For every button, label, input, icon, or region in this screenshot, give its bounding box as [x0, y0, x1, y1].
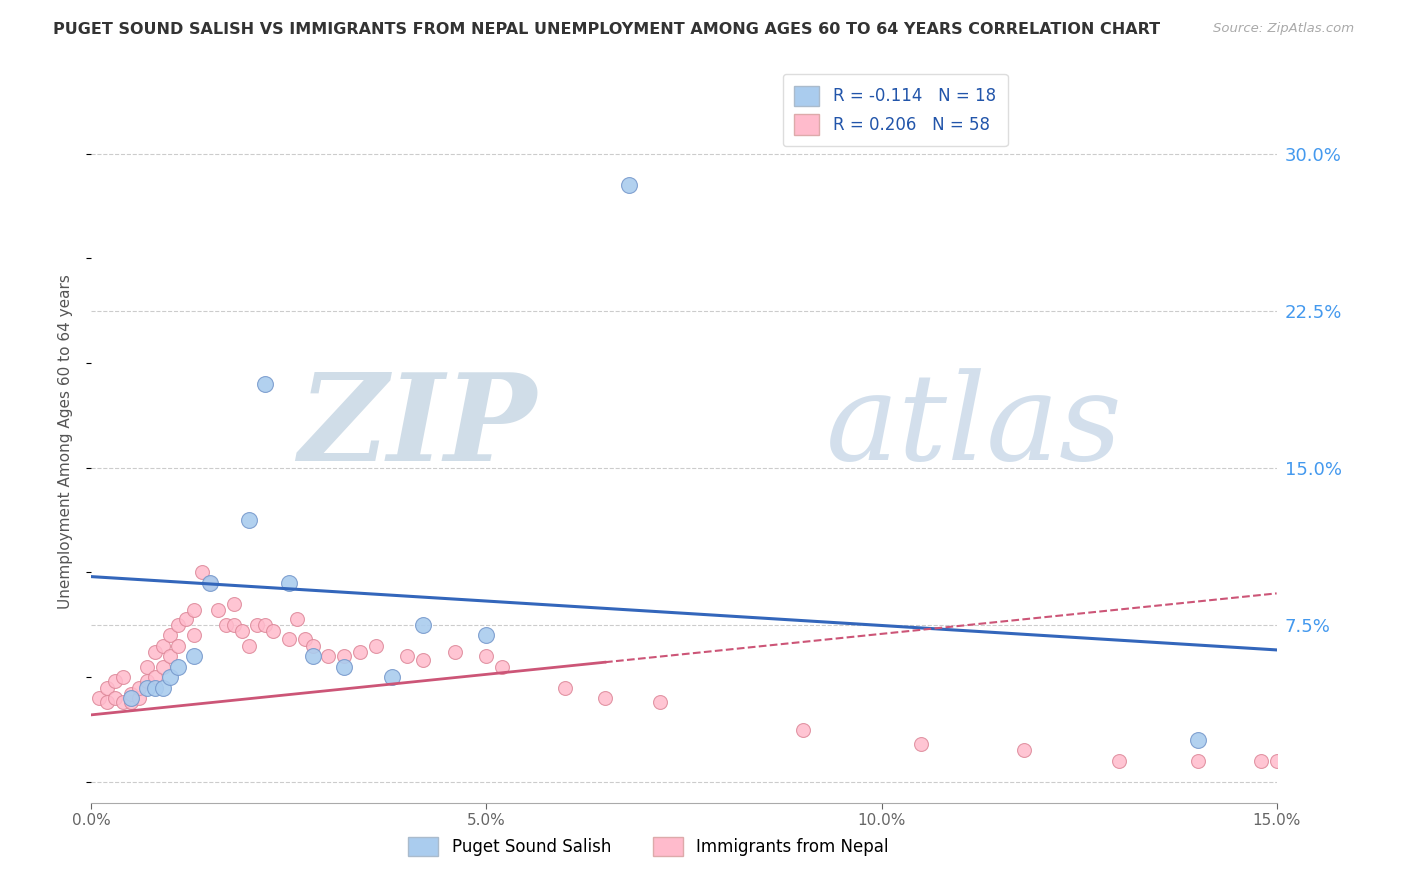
Point [254, 376, 277, 391]
Legend: Puget Sound Salish, Immigrants from Nepal: Puget Sound Salish, Immigrants from Nepa… [402, 830, 896, 863]
Point [381, 670, 404, 684]
Point [120, 687, 142, 701]
Point [222, 597, 245, 611]
Point [152, 681, 174, 695]
Point [143, 681, 166, 695]
Point [120, 691, 142, 706]
Point [215, 617, 238, 632]
Point [238, 639, 260, 653]
Point [152, 659, 174, 673]
Point [191, 566, 214, 580]
Point [1187, 733, 1209, 747]
Y-axis label: Unemployment Among Ages 60 to 64 years: Unemployment Among Ages 60 to 64 years [58, 274, 73, 609]
Point [475, 649, 498, 664]
Point [128, 691, 150, 706]
Point [183, 649, 205, 664]
Point [152, 639, 174, 653]
Point [254, 617, 277, 632]
Point [1187, 754, 1209, 768]
Text: PUGET SOUND SALISH VS IMMIGRANTS FROM NEPAL UNEMPLOYMENT AMONG AGES 60 TO 64 YEA: PUGET SOUND SALISH VS IMMIGRANTS FROM NE… [53, 22, 1160, 37]
Point [246, 617, 269, 632]
Point [128, 681, 150, 695]
Point [231, 624, 253, 638]
Point [318, 649, 340, 664]
Point [104, 691, 127, 706]
Point [364, 639, 387, 653]
Point [183, 603, 205, 617]
Point [617, 178, 640, 192]
Point [396, 649, 419, 664]
Point [104, 674, 127, 689]
Point [278, 575, 301, 590]
Point [222, 617, 245, 632]
Point [167, 617, 190, 632]
Point [120, 695, 142, 709]
Point [174, 611, 197, 625]
Point [910, 737, 932, 751]
Point [301, 639, 323, 653]
Point [278, 632, 301, 647]
Point [285, 611, 308, 625]
Point [444, 645, 467, 659]
Text: ZIP: ZIP [298, 368, 536, 486]
Point [135, 681, 157, 695]
Point [143, 670, 166, 684]
Point [412, 653, 434, 667]
Text: Source: ZipAtlas.com: Source: ZipAtlas.com [1213, 22, 1354, 36]
Point [349, 645, 371, 659]
Point [1265, 754, 1288, 768]
Point [412, 617, 434, 632]
Text: atlas: atlas [827, 368, 1123, 486]
Point [1250, 754, 1272, 768]
Point [1012, 743, 1035, 757]
Point [96, 695, 118, 709]
Point [135, 674, 157, 689]
Point [262, 624, 284, 638]
Point [593, 691, 616, 706]
Point [159, 628, 181, 642]
Point [238, 513, 260, 527]
Point [333, 649, 356, 664]
Point [89, 691, 111, 706]
Point [650, 695, 672, 709]
Point [333, 659, 356, 673]
Point [96, 681, 118, 695]
Point [111, 670, 134, 684]
Point [792, 723, 814, 737]
Point [475, 628, 498, 642]
Point [198, 575, 221, 590]
Point [207, 603, 229, 617]
Point [159, 649, 181, 664]
Point [167, 639, 190, 653]
Point [198, 575, 221, 590]
Point [135, 659, 157, 673]
Point [111, 695, 134, 709]
Point [183, 628, 205, 642]
Point [301, 649, 323, 664]
Point [159, 670, 181, 684]
Point [1108, 754, 1130, 768]
Point [554, 681, 576, 695]
Point [491, 659, 513, 673]
Point [143, 645, 166, 659]
Point [167, 659, 190, 673]
Point [294, 632, 316, 647]
